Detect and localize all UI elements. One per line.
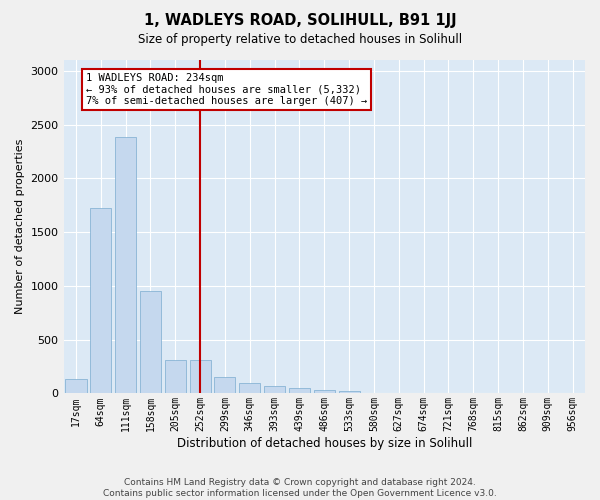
- Text: Contains HM Land Registry data © Crown copyright and database right 2024.
Contai: Contains HM Land Registry data © Crown c…: [103, 478, 497, 498]
- Y-axis label: Number of detached properties: Number of detached properties: [15, 139, 25, 314]
- Bar: [289, 388, 310, 394]
- Bar: [314, 390, 335, 394]
- Bar: [214, 378, 235, 394]
- Bar: [140, 291, 161, 394]
- Bar: [165, 360, 186, 394]
- Text: 1 WADLEYS ROAD: 234sqm
← 93% of detached houses are smaller (5,332)
7% of semi-d: 1 WADLEYS ROAD: 234sqm ← 93% of detached…: [86, 73, 367, 106]
- Bar: [239, 382, 260, 394]
- Text: Size of property relative to detached houses in Solihull: Size of property relative to detached ho…: [138, 32, 462, 46]
- X-axis label: Distribution of detached houses by size in Solihull: Distribution of detached houses by size …: [176, 437, 472, 450]
- Bar: [90, 208, 112, 394]
- Bar: [115, 138, 136, 394]
- Bar: [65, 380, 86, 394]
- Bar: [190, 360, 211, 394]
- Bar: [338, 392, 359, 394]
- Text: 1, WADLEYS ROAD, SOLIHULL, B91 1JJ: 1, WADLEYS ROAD, SOLIHULL, B91 1JJ: [143, 12, 457, 28]
- Bar: [264, 386, 285, 394]
